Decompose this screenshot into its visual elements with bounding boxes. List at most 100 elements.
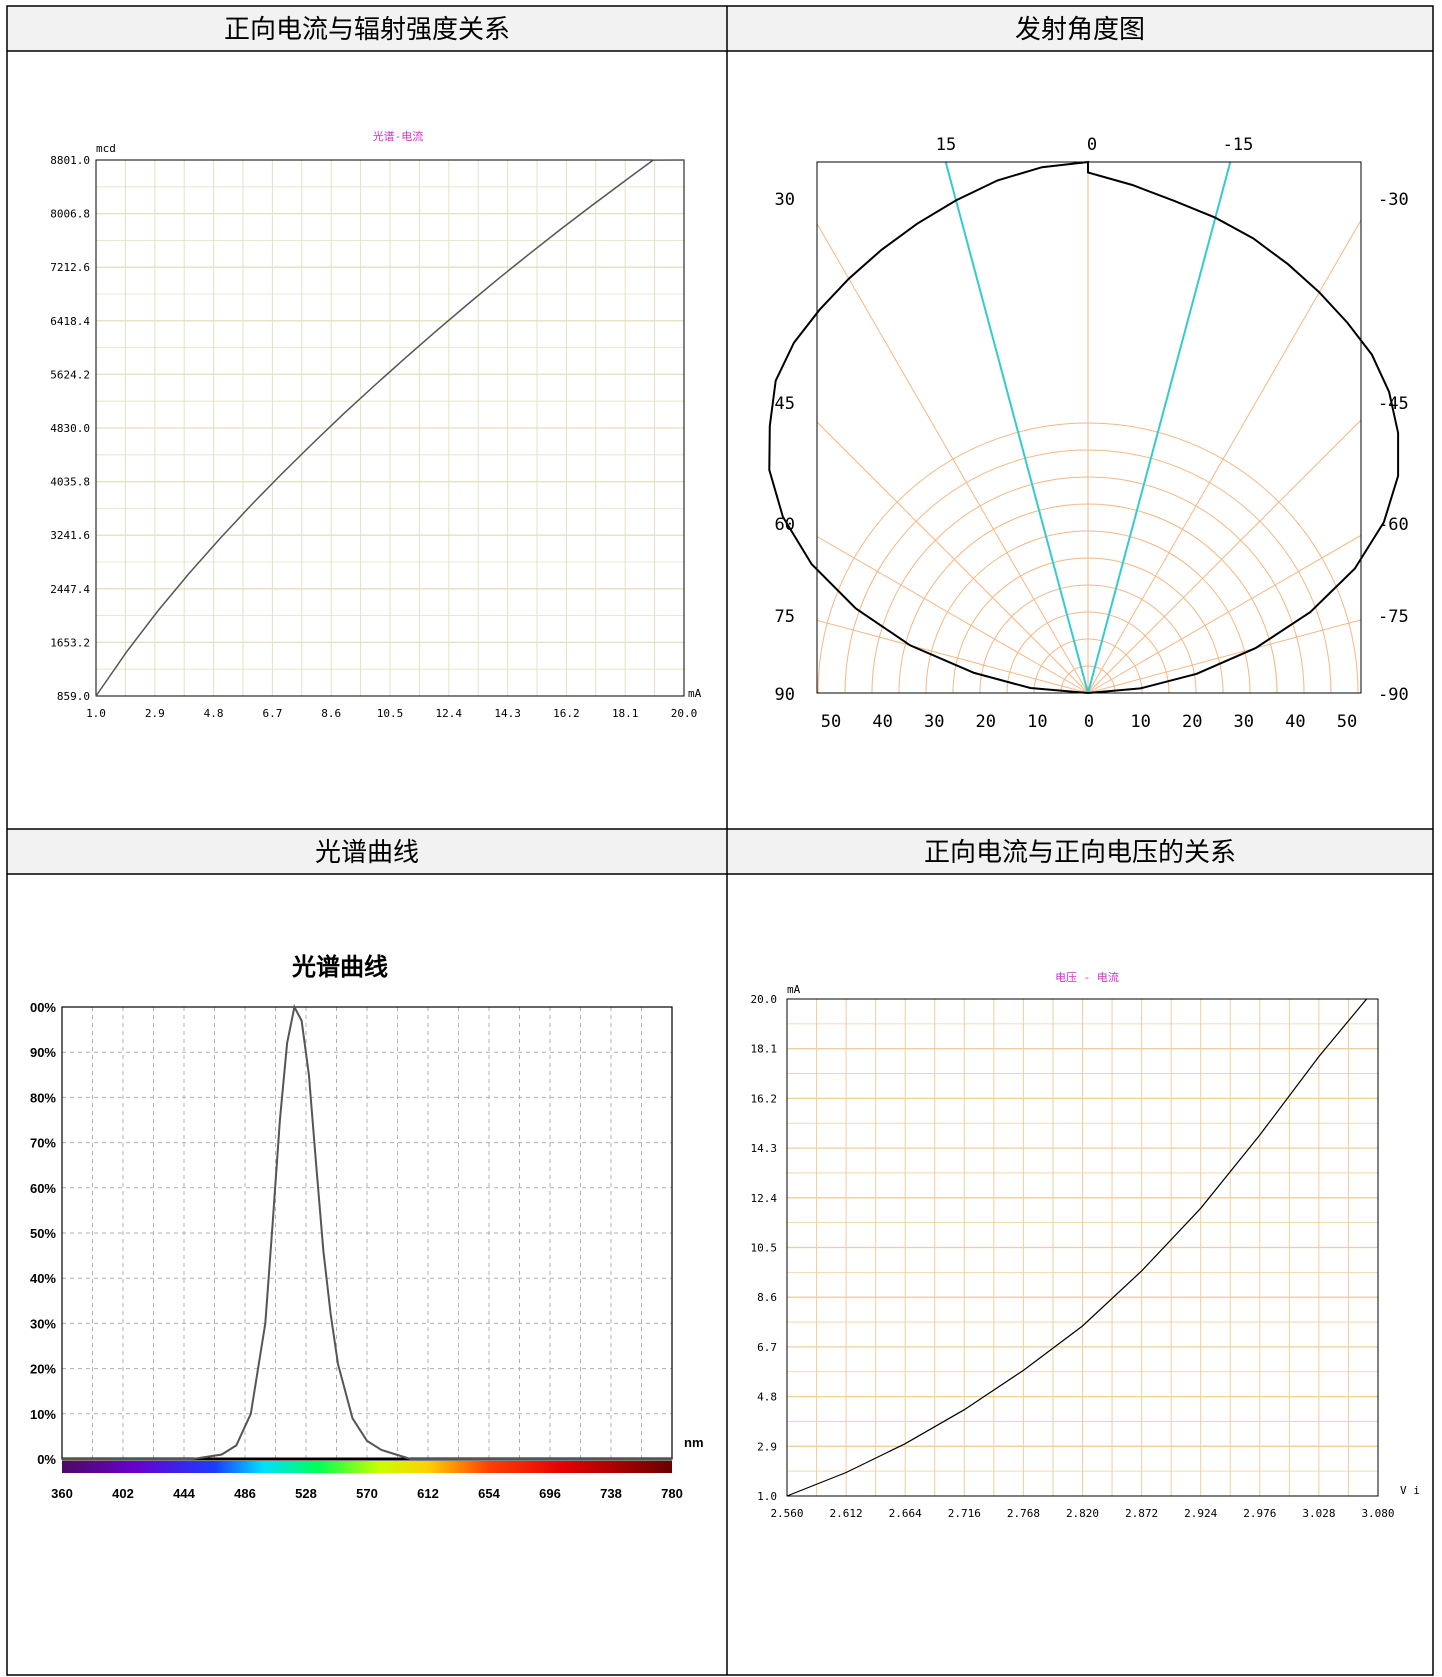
chart1-y-tick: 859.0 [57, 690, 90, 703]
chart1-x-tick: 4.8 [204, 707, 224, 720]
chart2-left-label: 60 [775, 515, 795, 535]
chart1-x-tick: 12.4 [436, 707, 463, 720]
chart4-y-tick: 12.4 [751, 1192, 778, 1205]
chart2-right-label: -90 [1378, 685, 1409, 705]
header-emission-angle: 发射角度图 [1015, 15, 1145, 45]
chart4-y-tick: 20.0 [751, 993, 778, 1006]
chart3-y-tick: 60% [30, 1181, 56, 1196]
chart3-y-tick: 50% [30, 1226, 56, 1241]
chart4-x-tick: 2.768 [1007, 1507, 1040, 1520]
chart4-y-tick: 4.8 [757, 1391, 777, 1404]
chart4-title: 电压 - 电流 [1055, 970, 1119, 984]
chart4-x-tick: 3.028 [1302, 1507, 1335, 1520]
chart2-angle-ray [817, 222, 1089, 693]
chart4-x-tick: 2.820 [1066, 1507, 1099, 1520]
chart3-wavelength-colorbar [62, 1461, 672, 1473]
chart1-y-tick: 8006.8 [50, 208, 90, 221]
chart1-y-tick: 2447.4 [50, 583, 90, 596]
chart4-y-tick: 1.0 [757, 1490, 777, 1503]
chart3-y-tick: 40% [30, 1271, 56, 1286]
chart1-plot-frame [95, 159, 685, 697]
chart4-series-line [786, 998, 1368, 1497]
chart1-x-tick: 14.3 [494, 707, 521, 720]
chart2-left-label: 90 [775, 685, 795, 705]
chart1-y-tick: 3241.6 [50, 529, 90, 542]
chart4-x-tick: 2.664 [889, 1507, 922, 1520]
chart2-top-label: 0 [1087, 135, 1097, 155]
chart2-angle-ray [1087, 219, 1361, 693]
chart1-title: 光谱-电流 [373, 129, 424, 143]
current-voltage-chart: 电压 - 电流 mA V i 1.0 2.9 4.8 6.7 8.6 10.5 12.4 14… [751, 970, 1420, 1520]
chart3-xlabel: nm [684, 1435, 704, 1450]
chart1-x-tick: 20.0 [671, 707, 698, 720]
chart1-x-tick: 18.1 [612, 707, 639, 720]
chart3-x-tick: 444 [173, 1486, 195, 1501]
chart2-bottom-label: 10 [1027, 712, 1047, 732]
chart2-half-angle-line [944, 162, 1089, 693]
chart2-bottom-label: 40 [1285, 712, 1305, 732]
chart1-xlabel: mA [688, 687, 702, 700]
chart3-x-tick: 360 [51, 1486, 73, 1501]
chart3-x-tick: 696 [539, 1486, 561, 1501]
header-bg-1 [7, 6, 727, 51]
chart2-angle-ray [1087, 619, 1361, 693]
chart2-right-label: -30 [1378, 190, 1409, 210]
chart4-x-tick: 2.560 [770, 1507, 803, 1520]
chart3-y-tick: 10% [30, 1407, 56, 1422]
chart2-bottom-label: 10 [1130, 712, 1150, 732]
chart4-x-tick: 2.924 [1184, 1507, 1217, 1520]
chart1-x-tick: 1.0 [86, 707, 106, 720]
chart2-radiation-curve [768, 160, 1400, 694]
chart1-ylabel: mcd [96, 142, 116, 155]
chart1-x-tick: 10.5 [377, 707, 404, 720]
chart4-y-tick: 8.6 [757, 1291, 777, 1304]
chart1-y-tick: 4035.8 [50, 476, 90, 489]
chart3-x-tick: 570 [356, 1486, 378, 1501]
chart1-y-tick: 1653.2 [50, 636, 90, 649]
chart1-y-tick: 6418.4 [50, 315, 90, 328]
chart2-angle-ray [1087, 419, 1361, 693]
intensity-current-chart: 光谱-电流 mcd mA 859.0 1653.2 2447.4 3241.6 4035… [50, 129, 701, 720]
chart3-x-tick: 654 [478, 1486, 500, 1501]
chart2-left-label: 45 [775, 394, 795, 414]
chart1-series-line [95, 159, 685, 697]
chart2-bottom-label: 30 [924, 712, 944, 732]
chart1-x-tick: 6.7 [262, 707, 282, 720]
chart2-angle-ray [817, 421, 1089, 693]
header-current-voltage: 正向电流与正向电压的关系 [924, 838, 1236, 868]
chart1-x-tick: 16.2 [553, 707, 580, 720]
chart3-y-tick: 70% [30, 1136, 56, 1151]
chart4-xlabel: V i [1400, 1484, 1420, 1497]
chart2-right-label: -60 [1378, 515, 1409, 535]
chart4-x-tick: 2.872 [1125, 1507, 1158, 1520]
chart3-x-tick: 738 [600, 1486, 622, 1501]
chart4-ylabel: mA [787, 983, 801, 996]
chart1-x-tick: 2.9 [145, 707, 165, 720]
chart4-y-tick: 14.3 [751, 1142, 778, 1155]
chart4-y-tick: 18.1 [751, 1043, 778, 1056]
chart3-x-tick: 612 [417, 1486, 439, 1501]
chart2-right-label: -75 [1378, 607, 1409, 627]
chart2-bottom-label: 40 [872, 712, 892, 732]
chart2-top-label: 15 [936, 135, 956, 155]
table-outer-border [6, 5, 1434, 1676]
chart3-y-tick: 80% [30, 1090, 56, 1105]
chart3-series-line [62, 1004, 672, 1460]
chart3-y-tick: 90% [30, 1045, 56, 1060]
chart2-bottom-label: 0 [1084, 712, 1094, 732]
emission-angle-chart: 15 0 -15 30 45 60 75 90 -30 -45 -60 -75 -90 50 40 30 20 1… [768, 135, 1409, 732]
chart1-y-tick: 8801.0 [50, 154, 90, 167]
chart1-y-tick: 4830.0 [50, 422, 90, 435]
chart2-bottom-label: 30 [1234, 712, 1254, 732]
chart2-top-label: -15 [1223, 135, 1254, 155]
chart2-right-label: -45 [1378, 394, 1409, 414]
chart2-bottom-label: 50 [821, 712, 841, 732]
chart2-angle-ray [1087, 534, 1361, 693]
chart4-x-tick: 3.080 [1361, 1507, 1394, 1520]
chart2-angle-ray [817, 535, 1089, 693]
header-bg-4 [727, 829, 1433, 874]
chart4-y-tick: 10.5 [751, 1242, 778, 1255]
chart2-left-label: 75 [775, 607, 795, 627]
chart1-y-tick: 5624.2 [50, 368, 90, 381]
